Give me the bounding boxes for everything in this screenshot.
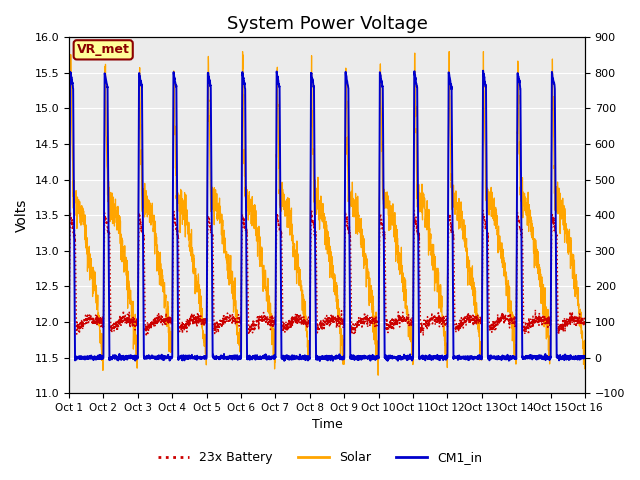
Text: VR_met: VR_met: [77, 43, 130, 56]
Y-axis label: Volts: Volts: [15, 199, 29, 232]
Legend: 23x Battery, Solar, CM1_in: 23x Battery, Solar, CM1_in: [153, 446, 487, 469]
X-axis label: Time: Time: [312, 419, 342, 432]
Title: System Power Voltage: System Power Voltage: [227, 15, 428, 33]
